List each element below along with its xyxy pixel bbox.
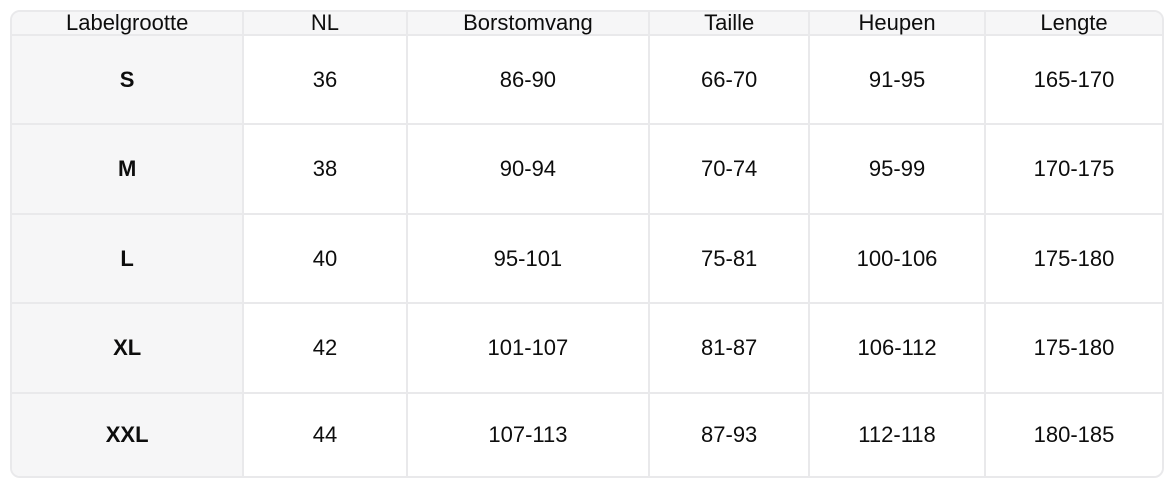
- borstomvang-value: 101-107: [407, 304, 651, 394]
- size-label: XL: [12, 304, 245, 394]
- column-header-lengte: Lengte: [986, 12, 1162, 36]
- column-header-borstomvang: Borstomvang: [407, 12, 651, 36]
- borstomvang-value: 86-90: [407, 36, 651, 126]
- table-header: Labelgrootte NL Borstomvang Taille Heupe…: [12, 12, 1162, 36]
- column-header-taille: Taille: [650, 12, 811, 36]
- size-chart-table: Labelgrootte NL Borstomvang Taille Heupe…: [10, 10, 1164, 478]
- table-row-m: M 38 90-94 70-74 95-99 170-175: [12, 125, 1162, 215]
- borstomvang-value: 90-94: [407, 125, 651, 215]
- borstomvang-value: 107-113: [407, 393, 651, 476]
- table-row-l: L 40 95-101 75-81 100-106 175-180: [12, 214, 1162, 305]
- taille-value: 81-87: [650, 304, 811, 394]
- heupen-value: 95-99: [810, 125, 987, 215]
- heupen-value: 91-95: [810, 36, 987, 126]
- header-row: Labelgrootte NL Borstomvang Taille Heupe…: [12, 12, 1162, 36]
- table-row-xxl: XXL 44 107-113 87-93 112-118 180-185: [12, 393, 1162, 476]
- table-row-xl: XL 42 101-107 81-87 106-112 175-180: [12, 304, 1162, 394]
- size-chart: Labelgrootte NL Borstomvang Taille Heupe…: [12, 12, 1162, 476]
- column-header-heupen: Heupen: [810, 12, 987, 36]
- size-label: XXL: [12, 393, 245, 476]
- heupen-value: 106-112: [810, 304, 987, 394]
- lengte-value: 175-180: [986, 214, 1162, 305]
- table-body: S 36 86-90 66-70 91-95 165-170 M 38 90-9…: [12, 36, 1162, 476]
- lengte-value: 170-175: [986, 125, 1162, 215]
- table-row-s: S 36 86-90 66-70 91-95 165-170: [12, 36, 1162, 126]
- taille-value: 75-81: [650, 214, 811, 305]
- size-label: M: [12, 125, 245, 215]
- taille-value: 87-93: [650, 393, 811, 476]
- nl-value: 44: [244, 393, 408, 476]
- column-header-labelgrootte: Labelgrootte: [12, 12, 245, 36]
- taille-value: 70-74: [650, 125, 811, 215]
- size-label: L: [12, 214, 245, 305]
- heupen-value: 100-106: [810, 214, 987, 305]
- nl-value: 42: [244, 304, 408, 394]
- size-label: S: [12, 36, 245, 126]
- column-header-nl: NL: [244, 12, 408, 36]
- nl-value: 38: [244, 125, 408, 215]
- lengte-value: 180-185: [986, 393, 1162, 476]
- lengte-value: 165-170: [986, 36, 1162, 126]
- nl-value: 36: [244, 36, 408, 126]
- borstomvang-value: 95-101: [407, 214, 651, 305]
- taille-value: 66-70: [650, 36, 811, 126]
- heupen-value: 112-118: [810, 393, 987, 476]
- lengte-value: 175-180: [986, 304, 1162, 394]
- nl-value: 40: [244, 214, 408, 305]
